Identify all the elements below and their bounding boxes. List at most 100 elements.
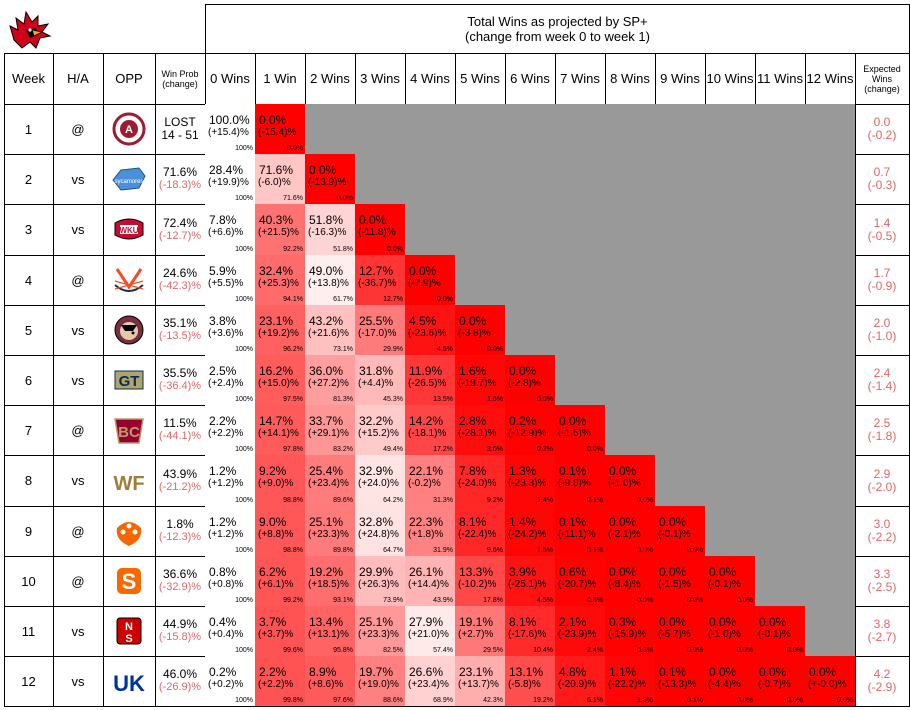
svg-text:S: S [122, 569, 137, 594]
wins-cumulative: 0.0% [737, 647, 753, 654]
wins-cumulative: 94.1% [283, 296, 303, 303]
wins-probability: 0.1% [559, 515, 587, 529]
wins-cell: 0.0% (-2.1)% 0.0% [605, 506, 656, 557]
wins-cell: 0.0% (-11.8)% 0.0% [355, 204, 406, 256]
empty-cell [705, 204, 756, 256]
wins-cumulative: 0.0% [387, 246, 403, 253]
wins-probability: 23.1% [259, 314, 294, 328]
win-prob-cell: 71.6% (-18.3)% [155, 154, 206, 205]
header-wins-2: 2 Wins [305, 53, 356, 105]
header-wins-label: 9 Wins [660, 71, 700, 86]
wins-change: (+21.5)% [258, 227, 299, 238]
empty-cell [805, 606, 856, 657]
wins-cumulative: 0.0% [637, 497, 653, 504]
empty-cell [705, 355, 756, 406]
wins-cumulative: 68.9% [433, 697, 453, 704]
wins-probability: 5.9% [209, 264, 237, 278]
wins-cumulative: 93.1% [333, 597, 353, 604]
expected-wins-change: (-0.5) [867, 228, 897, 243]
wins-cumulative: 12.7% [383, 296, 403, 303]
nc-state-logo-icon: NS [116, 617, 142, 645]
wins-change: (-5.8)% [508, 679, 541, 690]
wins-probability: 0.0% [409, 264, 437, 278]
wins-cumulative: 97.6% [333, 697, 353, 704]
expected-wins-value: 4.2 [873, 667, 891, 681]
header-wins-11: 11 Wins [755, 53, 806, 105]
wins-change: (-28.1)% [458, 428, 497, 439]
wins-cell: 49.0% (+13.8)% 61.7% [305, 255, 356, 306]
wins-cumulative: 100% [235, 497, 253, 504]
expected-wins-change: (-0.3) [867, 178, 897, 192]
wins-cell: 26.1% (+14.4)% 43.9% [405, 556, 456, 607]
expected-wins-value: 3.8 [873, 617, 891, 631]
wins-cell: 40.3% (+21.5)% 92.2% [255, 204, 306, 256]
wins-change: (-18.1)% [408, 428, 447, 439]
week-cell: 6 [4, 355, 54, 406]
wins-probability: 0.0% [459, 314, 487, 328]
wins-change: (+15.0)% [258, 378, 299, 389]
header-wins-6: 6 Wins [505, 53, 556, 105]
wins-cell: 0.1% (-11.1)% 0.1% [555, 506, 606, 557]
wins-probability: 3.7% [259, 615, 287, 629]
wku-logo-icon: WKU [114, 218, 144, 239]
expected-wins-cell: 1.4 (-0.5) [855, 204, 910, 256]
expected-wins-change: (-2.2) [867, 530, 897, 544]
home-away: vs [71, 473, 85, 488]
wins-cell: 0.0% (-0.1)% 0.0% [755, 606, 806, 657]
wins-cumulative: 0.0% [637, 597, 653, 604]
wins-cumulative: 98.8% [283, 497, 303, 504]
week-cell: 9 [4, 506, 54, 557]
florida-state-logo-icon [114, 315, 144, 345]
wins-cell: 33.7% (+29.1)% 83.2% [305, 405, 356, 456]
wins-probability: 25.1% [309, 515, 344, 529]
wins-change: (-0.1)% [708, 579, 741, 590]
week-number: 1 [24, 121, 33, 137]
wins-probability: 25.1% [359, 615, 394, 629]
wins-cell: 16.2% (+15.0)% 97.5% [255, 355, 306, 406]
wins-change: (-0.2)% [408, 478, 441, 489]
header-wins-5: 5 Wins [455, 53, 506, 105]
empty-cell [755, 204, 806, 256]
home-away: vs [71, 623, 85, 639]
header-wins-label: 11 Wins [757, 71, 803, 86]
wins-change: (-1.0)% [708, 629, 741, 640]
week-number: 9 [24, 523, 33, 539]
wins-cumulative: 95.8% [333, 647, 353, 654]
empty-cell [605, 355, 656, 406]
wins-change: (-25.1)% [508, 579, 547, 590]
expected-wins-cell: 2.0 (-1.0) [855, 305, 910, 356]
wins-cell: 2.2% (+2.2)% 99.8% [255, 656, 306, 707]
header-opp-label: OPP [115, 71, 143, 86]
alabama-logo-icon: A [112, 112, 146, 146]
wins-cell: 1.4% (-24.2)% 1.5% [505, 506, 556, 557]
wins-cumulative: 4.5% [437, 346, 453, 353]
wins-probability: 19.7% [359, 665, 394, 679]
header-ha-label: H/A [67, 71, 89, 86]
wins-cumulative: 61.7% [333, 296, 353, 303]
wins-change: (+2.2)% [208, 428, 244, 439]
chart-title: Total Wins as projected by SP+ (change f… [205, 4, 910, 53]
empty-cell [405, 204, 456, 256]
wins-cell: 28.4% (+19.9)% 100% [205, 154, 256, 205]
wins-probability: 0.4% [209, 615, 237, 629]
wins-cumulative: 0.1% [687, 697, 703, 704]
wins-cell: 1.2% (+1.2)% 100% [205, 506, 256, 557]
svg-text:N: N [125, 621, 133, 633]
win-prob-change: (-18.3)% [158, 179, 202, 191]
georgia-tech-logo-icon: GT [114, 370, 144, 390]
wins-change: (-20.7)% [558, 579, 597, 590]
wins-change: (-15.9)% [608, 629, 647, 640]
empty-cell [705, 255, 756, 306]
wins-probability: 40.3% [259, 213, 294, 227]
week-number: 8 [24, 473, 33, 488]
wins-probability: 4.8% [559, 665, 587, 679]
header-wins-8: 8 Wins [605, 53, 656, 105]
win-prob-cell: 24.6% (-42.3)% [155, 255, 206, 306]
week-number: 12 [21, 673, 36, 689]
wins-cumulative: 89.8% [333, 547, 353, 554]
expected-wins-change: (-2.9) [867, 680, 897, 694]
wins-cell: 0.0% (-1.0)% 0.0% [705, 606, 756, 657]
wins-probability: 23.1% [459, 665, 494, 679]
wins-probability: 0.6% [559, 565, 587, 579]
